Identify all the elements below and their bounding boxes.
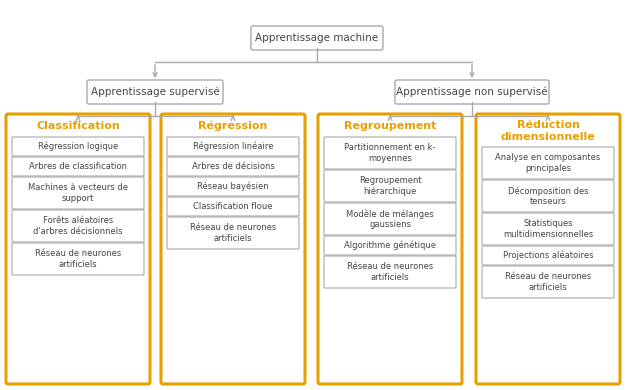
Text: Décomposition des
tenseurs: Décomposition des tenseurs [508,186,588,206]
FancyBboxPatch shape [12,137,144,156]
FancyBboxPatch shape [318,114,462,384]
Text: Regroupement: Regroupement [344,121,436,131]
Text: Réseau de neurones
artificiels: Réseau de neurones artificiels [35,250,121,269]
FancyBboxPatch shape [6,114,150,384]
Text: Classification: Classification [36,121,120,131]
FancyBboxPatch shape [12,210,144,242]
FancyBboxPatch shape [251,26,383,50]
Text: Forêts aléatoires
d'arbres décisionnels: Forêts aléatoires d'arbres décisionnels [33,216,123,236]
FancyBboxPatch shape [482,266,614,298]
FancyBboxPatch shape [482,246,614,265]
FancyBboxPatch shape [167,217,299,249]
Text: Statistiques
multidimensionnelles: Statistiques multidimensionnelles [503,220,593,239]
FancyBboxPatch shape [161,114,305,384]
FancyBboxPatch shape [87,80,223,104]
Text: Régression: Régression [198,121,268,131]
FancyBboxPatch shape [167,177,299,196]
Text: Réseau de neurones
artificiels: Réseau de neurones artificiels [190,223,276,243]
FancyBboxPatch shape [12,157,144,176]
FancyBboxPatch shape [324,203,456,235]
FancyBboxPatch shape [324,236,456,255]
Text: Réduction
dimensionnelle: Réduction dimensionnelle [501,120,595,142]
FancyBboxPatch shape [482,213,614,245]
Text: Arbres de classification: Arbres de classification [29,162,127,171]
Text: Algorithme génétique: Algorithme génétique [344,241,436,250]
Text: Apprentissage machine: Apprentissage machine [256,33,378,43]
Text: Regroupement
hiérarchique: Regroupement hiérarchique [359,176,422,196]
Text: Apprentissage supervisé: Apprentissage supervisé [91,87,219,97]
FancyBboxPatch shape [482,180,614,212]
Text: Analyse en composantes
principales: Analyse en composantes principales [495,154,600,172]
Text: Modèle de mélanges
gaussiens: Modèle de mélanges gaussiens [346,209,434,229]
Text: Régression linéaire: Régression linéaire [193,142,273,151]
FancyBboxPatch shape [167,137,299,156]
FancyBboxPatch shape [324,137,456,169]
Text: Réseau bayésien: Réseau bayésien [197,182,269,191]
Text: Régression logique: Régression logique [38,142,118,151]
Text: Classification floue: Classification floue [193,202,273,211]
FancyBboxPatch shape [482,147,614,179]
Text: Apprentissage non supervisé: Apprentissage non supervisé [396,87,548,97]
Text: Projections aléatoires: Projections aléatoires [503,251,593,260]
Text: Arbres de décisions: Arbres de décisions [191,162,275,171]
FancyBboxPatch shape [12,243,144,275]
FancyBboxPatch shape [476,114,620,384]
FancyBboxPatch shape [395,80,549,104]
FancyBboxPatch shape [167,197,299,216]
Text: Partitionnement en k-
moyennes: Partitionnement en k- moyennes [344,144,436,163]
FancyBboxPatch shape [12,177,144,209]
Text: Réseau de neurones
artificiels: Réseau de neurones artificiels [505,273,591,292]
Text: Machines à vecteurs de
support: Machines à vecteurs de support [28,183,128,202]
FancyBboxPatch shape [324,170,456,202]
Text: Réseau de neurones
artificiels: Réseau de neurones artificiels [347,262,433,282]
FancyBboxPatch shape [324,256,456,288]
FancyBboxPatch shape [167,157,299,176]
